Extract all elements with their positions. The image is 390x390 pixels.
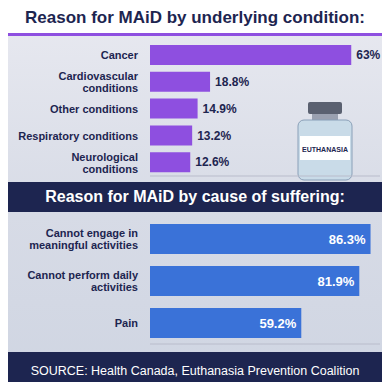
- svg-text:13.2%: 13.2%: [197, 129, 231, 143]
- svg-text:Cannot perform dailyactivities: Cannot perform dailyactivities: [27, 269, 139, 293]
- svg-text:Pain: Pain: [115, 317, 139, 329]
- svg-text:Respiratory conditions: Respiratory conditions: [18, 130, 138, 142]
- svg-text:Cannot engage inmeaningful act: Cannot engage inmeaningful activities: [29, 227, 138, 251]
- svg-text:12.6%: 12.6%: [195, 155, 229, 169]
- html-text:SOURCE: Health Canada, Euthana: SOURCE: Health Canada, Euthanasia Preven…: [30, 364, 360, 378]
- svg-text:Cardiovascularconditions: Cardiovascularconditions: [59, 70, 139, 94]
- svg-text:59.2%: 59.2%: [259, 316, 296, 331]
- svg-text:63%: 63%: [356, 48, 380, 62]
- html-text:Reason for MAiD by underlying: Reason for MAiD by underlying condition:: [25, 8, 365, 27]
- svg-text:81.9%: 81.9%: [317, 274, 354, 289]
- svg-text:Cancer: Cancer: [101, 49, 139, 61]
- svg-text:Neurologicalconditions: Neurologicalconditions: [71, 151, 138, 175]
- svg-text:14.9%: 14.9%: [203, 102, 237, 116]
- svg-text:Other conditions: Other conditions: [50, 103, 138, 115]
- svg-text:EUTHANASIA: EUTHANASIA: [302, 146, 348, 153]
- svg-text:18.8%: 18.8%: [215, 75, 249, 89]
- html-text:Reason for MAiD by cause of su: Reason for MAiD by cause of suffering:: [45, 188, 345, 205]
- svg-text:86.3%: 86.3%: [329, 232, 366, 247]
